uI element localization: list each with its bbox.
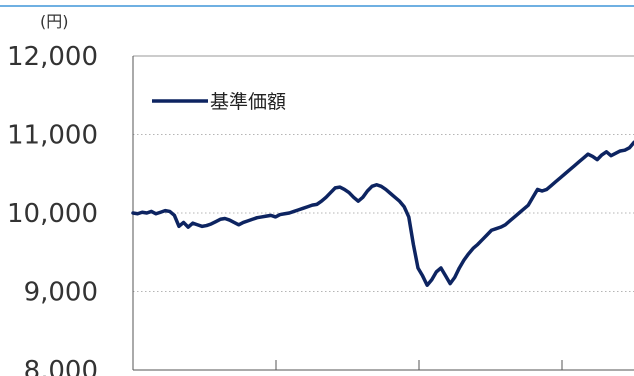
y-unit-label: (円) (40, 12, 69, 31)
series-layer (131, 140, 634, 287)
gridlines (133, 55, 634, 292)
legend-label: 基準価額 (210, 91, 286, 113)
y-axis-tick-labels: 12,000 11,000 10,000 9,000 8,000 (7, 42, 98, 376)
series-line-0 (131, 140, 634, 287)
y-tick-label: 12,000 (7, 42, 98, 72)
x-axis-ticks (132, 360, 563, 370)
y-tick-label: 9,000 (24, 278, 98, 308)
y-tick-label: 10,000 (7, 199, 98, 229)
legend: 基準価額 (152, 91, 286, 113)
y-tick-label: 11,000 (7, 121, 98, 151)
y-tick-label: 8,000 (24, 356, 98, 376)
